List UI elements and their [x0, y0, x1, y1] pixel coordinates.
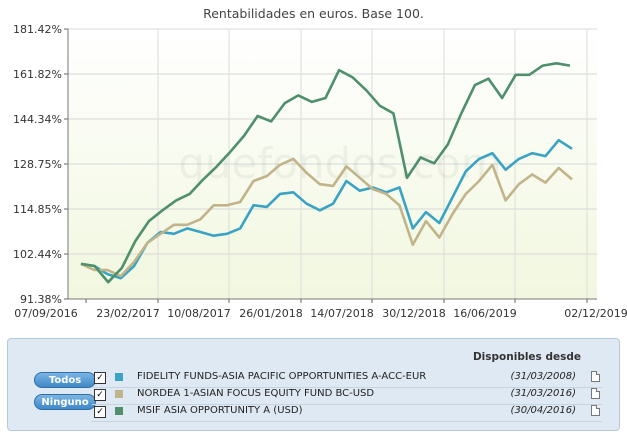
select-all-button[interactable]: Todos [34, 372, 96, 388]
grid-lines [68, 28, 597, 299]
y-tick-label: 114.85% [13, 203, 62, 216]
x-tick-label: 16/06/2019 [453, 307, 516, 320]
fund-date: (31/03/2008) [510, 371, 576, 382]
x-tick-label: 26/01/2018 [239, 307, 302, 320]
y-tick-label: 91.38% [20, 293, 62, 306]
fund-date: (30/04/2016) [510, 405, 576, 416]
y-tick-label: 128.75% [13, 158, 62, 171]
x-tick-label: 30/12/2018 [382, 307, 445, 320]
fund-checkbox[interactable]: ✓ [94, 406, 106, 418]
y-tick-label: 102.44% [13, 248, 62, 261]
document-icon[interactable] [591, 405, 600, 416]
series-line-2 [80, 157, 573, 278]
series-color-swatch [115, 407, 123, 415]
axes [64, 28, 597, 303]
x-tick-label: 10/08/2017 [167, 307, 230, 320]
legend-header: Disponibles desde [472, 351, 581, 363]
chart-title: Rentabilidades en euros. Base 100. [203, 6, 424, 21]
series-line-3 [80, 61, 571, 284]
series-color-swatch [115, 390, 123, 398]
legend-row-nordea[interactable]: ✓ NORDEA 1-ASIAN FOCUS EQUITY FUND BC-US… [92, 387, 602, 405]
fund-name: NORDEA 1-ASIAN FOCUS EQUITY FUND BC-USD [137, 388, 375, 399]
fund-name: MSIF ASIA OPPORTUNITY A (USD) [137, 405, 303, 416]
x-tick-label: 23/02/2017 [96, 307, 159, 320]
fund-name: FIDELITY FUNDS-ASIA PACIFIC OPPORTUNITIE… [137, 371, 427, 382]
x-tick-label: 02/12/2019 [564, 307, 627, 320]
legend-row-fidelity[interactable]: ✓ FIDELITY FUNDS-ASIA PACIFIC OPPORTUNIT… [92, 370, 602, 388]
document-icon[interactable] [591, 388, 600, 399]
watermark: quefondos.com [178, 139, 502, 188]
x-tick-label: 14/07/2018 [310, 307, 373, 320]
x-tick-label: 07/09/2016 [14, 307, 77, 320]
y-tick-label: 144.34% [13, 113, 62, 126]
line-chart: quefondos.com 181.42% 161.82% 144.34% 128.7… [13, 23, 627, 320]
select-none-button[interactable]: Ninguno [34, 394, 96, 410]
y-tick-label: 161.82% [13, 68, 62, 81]
y-tick-label: 181.42% [13, 23, 62, 36]
tick-labels: 181.42% 161.82% 144.34% 128.75% 114.85% 102.4… [13, 23, 627, 320]
series-color-swatch [115, 373, 123, 381]
fund-checkbox[interactable]: ✓ [94, 389, 106, 401]
document-icon[interactable] [591, 371, 600, 382]
fund-date: (31/03/2016) [510, 388, 576, 399]
legend-panel: Disponibles desde Todos Ninguno ✓ FIDELI… [7, 338, 620, 431]
series-group [80, 61, 573, 284]
fund-checkbox[interactable]: ✓ [94, 372, 106, 384]
legend-row-msif[interactable]: ✓ MSIF ASIA OPPORTUNITY A (USD) (30/04/2… [92, 404, 602, 422]
